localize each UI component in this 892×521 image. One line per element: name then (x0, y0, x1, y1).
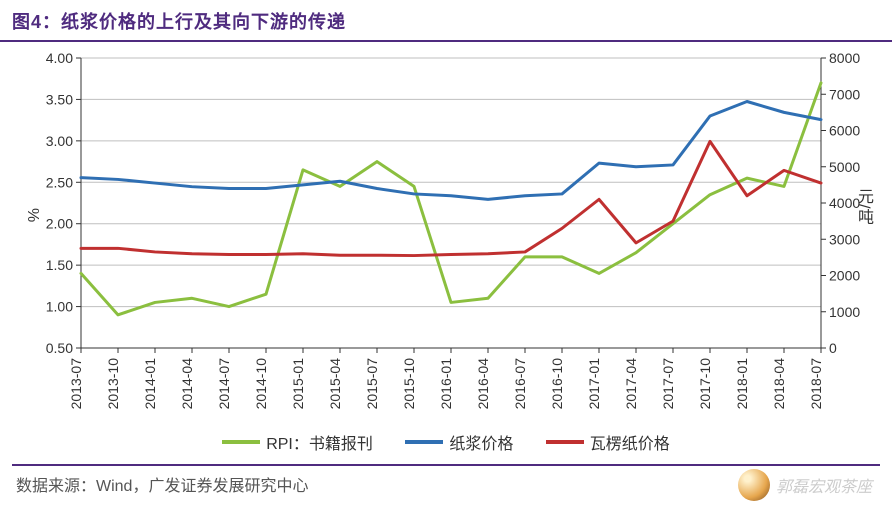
legend-label-corr: 瓦楞纸价格 (590, 430, 670, 454)
legend-label-pulp: 纸浆价格 (449, 430, 513, 454)
svg-text:2014-07: 2014-07 (216, 358, 232, 410)
svg-text:2000: 2000 (829, 268, 860, 284)
svg-text:2.50: 2.50 (46, 174, 73, 190)
svg-text:2017-07: 2017-07 (660, 358, 676, 410)
svg-text:3.00: 3.00 (46, 133, 73, 149)
chart-title: 图4：纸浆价格的上行及其向下游的传递 (12, 12, 346, 32)
y2-axis-label: 元/吨 (851, 188, 875, 224)
chart-legend: RPI：书籍报刊 纸浆价格 瓦楞纸价格 (0, 430, 892, 454)
svg-text:1000: 1000 (829, 304, 860, 320)
svg-text:0.50: 0.50 (46, 340, 73, 356)
svg-text:2017-01: 2017-01 (586, 358, 602, 410)
svg-text:2015-01: 2015-01 (290, 358, 306, 410)
svg-text:2018-04: 2018-04 (771, 358, 787, 410)
chart-area: % 元/吨 0.50 1.00 1.50 2.00 2.50 3.00 3.50 4.00 0 1… (11, 48, 881, 428)
svg-text:2013-07: 2013-07 (68, 358, 84, 410)
svg-text:2015-04: 2015-04 (327, 358, 343, 410)
svg-text:2013-10: 2013-10 (105, 358, 121, 410)
legend-swatch-corr (546, 440, 584, 444)
legend-label-rpi: RPI：书籍报刊 (266, 430, 373, 454)
svg-text:2017-04: 2017-04 (623, 358, 639, 410)
watermark-text: 郭磊宏观茶座 (776, 473, 872, 497)
legend-swatch-pulp (405, 440, 443, 444)
watermark-icon (738, 469, 770, 501)
legend-swatch-rpi (222, 440, 260, 444)
svg-text:8000: 8000 (829, 50, 860, 66)
svg-text:5000: 5000 (829, 159, 860, 175)
svg-text:3.50: 3.50 (46, 91, 73, 107)
svg-text:4.00: 4.00 (46, 50, 73, 66)
legend-item-rpi: RPI：书籍报刊 (222, 430, 373, 454)
svg-text:2014-10: 2014-10 (253, 358, 269, 410)
svg-text:2016-07: 2016-07 (512, 358, 528, 410)
svg-text:2.00: 2.00 (46, 216, 73, 232)
svg-text:2016-04: 2016-04 (475, 358, 491, 410)
svg-text:1.50: 1.50 (46, 257, 73, 273)
svg-text:2018-01: 2018-01 (734, 358, 750, 410)
svg-text:2015-10: 2015-10 (401, 358, 417, 410)
svg-text:2017-10: 2017-10 (697, 358, 713, 410)
data-source: 数据来源：Wind，广发证券发展研究中心 (12, 478, 308, 495)
svg-text:2015-07: 2015-07 (364, 358, 380, 410)
svg-text:7000: 7000 (829, 86, 860, 102)
svg-text:3000: 3000 (829, 231, 860, 247)
svg-text:2016-10: 2016-10 (549, 358, 565, 410)
legend-item-pulp: 纸浆价格 (405, 430, 513, 454)
svg-text:0: 0 (829, 340, 837, 356)
chart-title-row: 图4：纸浆价格的上行及其向下游的传递 (0, 0, 892, 42)
svg-text:2014-01: 2014-01 (142, 358, 158, 410)
svg-text:2014-04: 2014-04 (179, 358, 195, 410)
svg-text:2016-01: 2016-01 (438, 358, 454, 410)
svg-text:2018-07: 2018-07 (808, 358, 824, 410)
watermark: 郭磊宏观茶座 (738, 469, 872, 501)
line-chart-svg: 0.50 1.00 1.50 2.00 2.50 3.00 3.50 4.00 0 1000 200… (11, 48, 881, 428)
y1-axis-label: % (23, 208, 41, 222)
svg-text:6000: 6000 (829, 123, 860, 139)
legend-item-corr: 瓦楞纸价格 (546, 430, 670, 454)
svg-text:1.00: 1.00 (46, 299, 73, 315)
